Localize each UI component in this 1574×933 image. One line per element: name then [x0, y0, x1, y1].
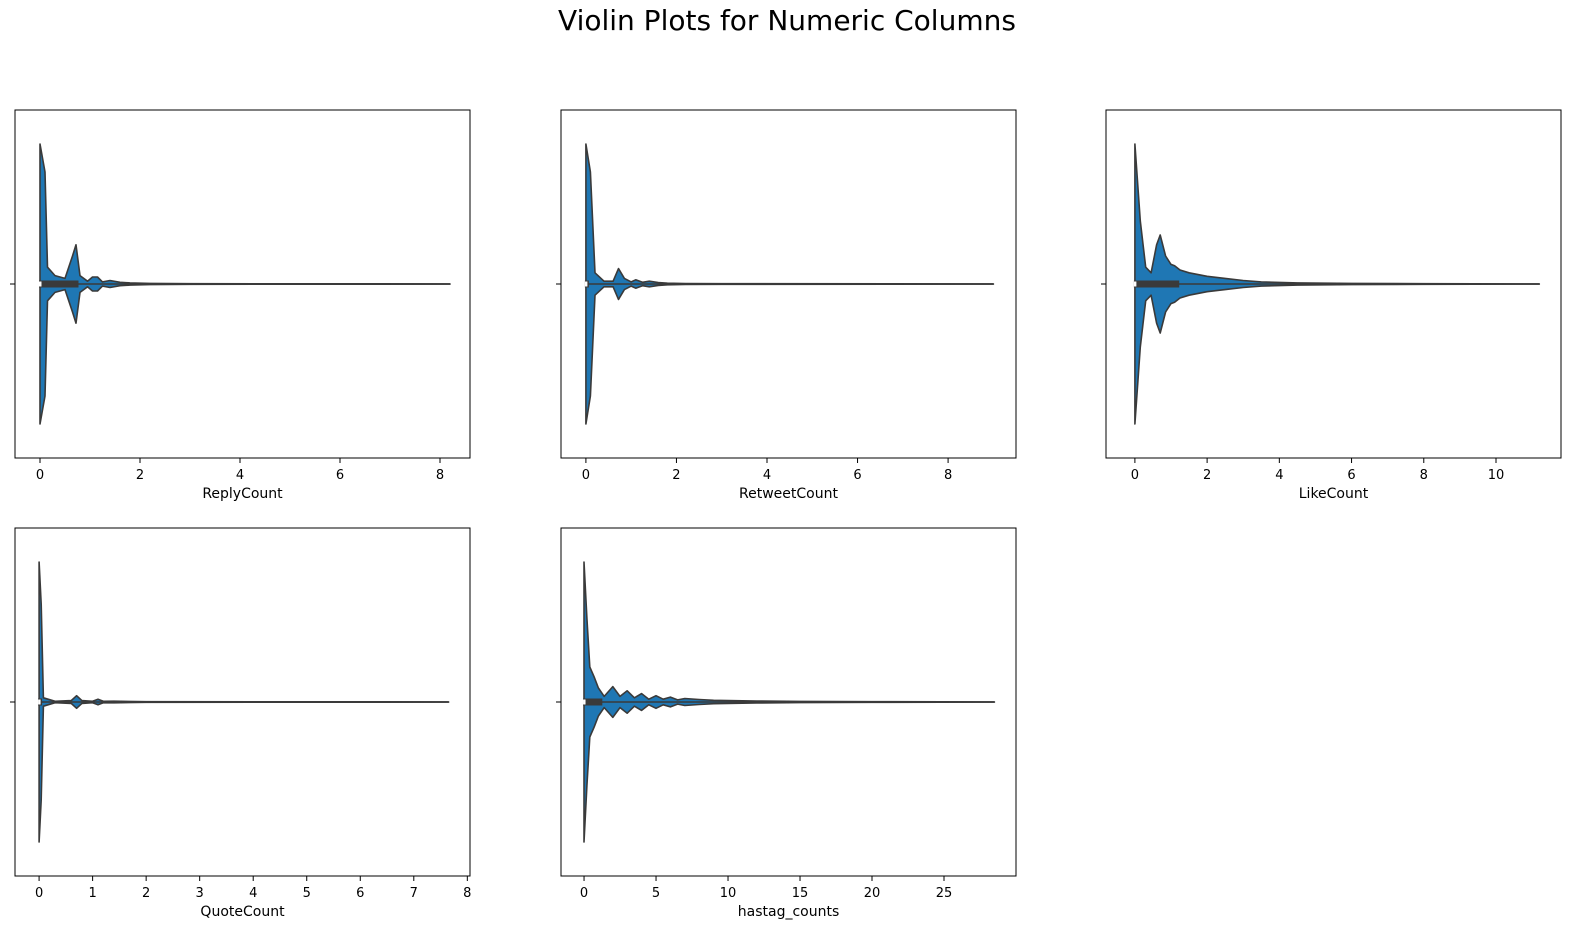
violin-median [39, 281, 42, 287]
x-axis-label: QuoteCount [200, 904, 285, 920]
x-axis-label: ReplyCount [202, 486, 283, 502]
violin-median [1133, 281, 1137, 287]
x-tick-label: 7 [410, 886, 418, 901]
x-tick-label: 3 [196, 886, 204, 901]
x-tick-label: 10 [1488, 468, 1505, 483]
x-tick-label: 6 [356, 886, 364, 901]
x-tick-label: 0 [1131, 468, 1139, 483]
x-tick-label: 6 [853, 468, 861, 483]
x-tick-label: 0 [580, 886, 588, 901]
x-tick-label: 4 [763, 468, 771, 483]
x-tick-label: 4 [249, 886, 257, 901]
x-tick-label: 20 [864, 886, 881, 901]
x-tick-label: 6 [1347, 468, 1355, 483]
x-tick-label: 8 [463, 886, 471, 901]
x-axis-label: LikeCount [1299, 486, 1369, 502]
violin-median [38, 699, 41, 705]
x-tick-label: 5 [303, 886, 311, 901]
x-tick-label: 25 [936, 886, 953, 901]
x-tick-label: 4 [236, 468, 244, 483]
x-tick-label: 8 [944, 468, 952, 483]
violin-iqr-box [1133, 280, 1180, 288]
x-axis-label: hastag_counts [738, 904, 840, 920]
x-tick-label: 2 [1203, 468, 1211, 483]
x-tick-label: 6 [336, 468, 344, 483]
x-tick-label: 2 [136, 468, 144, 483]
violin-panel-QuoteCount: 0 1 2 3 4 5 6 7 8 QuoteCount [10, 527, 471, 920]
violin-panel-LikeCount: 0 2 4 6 8 10 LikeCount [1101, 109, 1562, 502]
violin-median [583, 699, 586, 705]
x-tick-label: 2 [142, 886, 150, 901]
x-tick-label: 2 [672, 468, 680, 483]
violin-iqr-box [583, 698, 603, 706]
figure-title: Violin Plots for Numeric Columns [558, 4, 1016, 37]
x-tick-label: 0 [582, 468, 590, 483]
x-tick-label: 5 [652, 886, 660, 901]
violin-panel-ReplyCount: 0 2 4 6 8 ReplyCount [10, 109, 471, 502]
violin-panel-RetweetCount: 0 2 4 6 8 RetweetCount [556, 109, 1017, 502]
x-tick-label: 1 [88, 886, 96, 901]
x-tick-label: 10 [720, 886, 737, 901]
x-tick-label: 15 [792, 886, 809, 901]
violin-iqr-box [39, 280, 79, 288]
x-tick-label: 8 [436, 468, 444, 483]
x-tick-label: 0 [36, 468, 44, 483]
x-tick-label: 8 [1420, 468, 1428, 483]
x-axis-label: RetweetCount [739, 486, 838, 502]
x-tick-label: 4 [1275, 468, 1283, 483]
violin-panel-hastag_counts: 0 5 10 15 20 25 hastag_counts [556, 527, 1017, 920]
x-tick-label: 0 [35, 886, 43, 901]
violin-median [584, 281, 588, 287]
